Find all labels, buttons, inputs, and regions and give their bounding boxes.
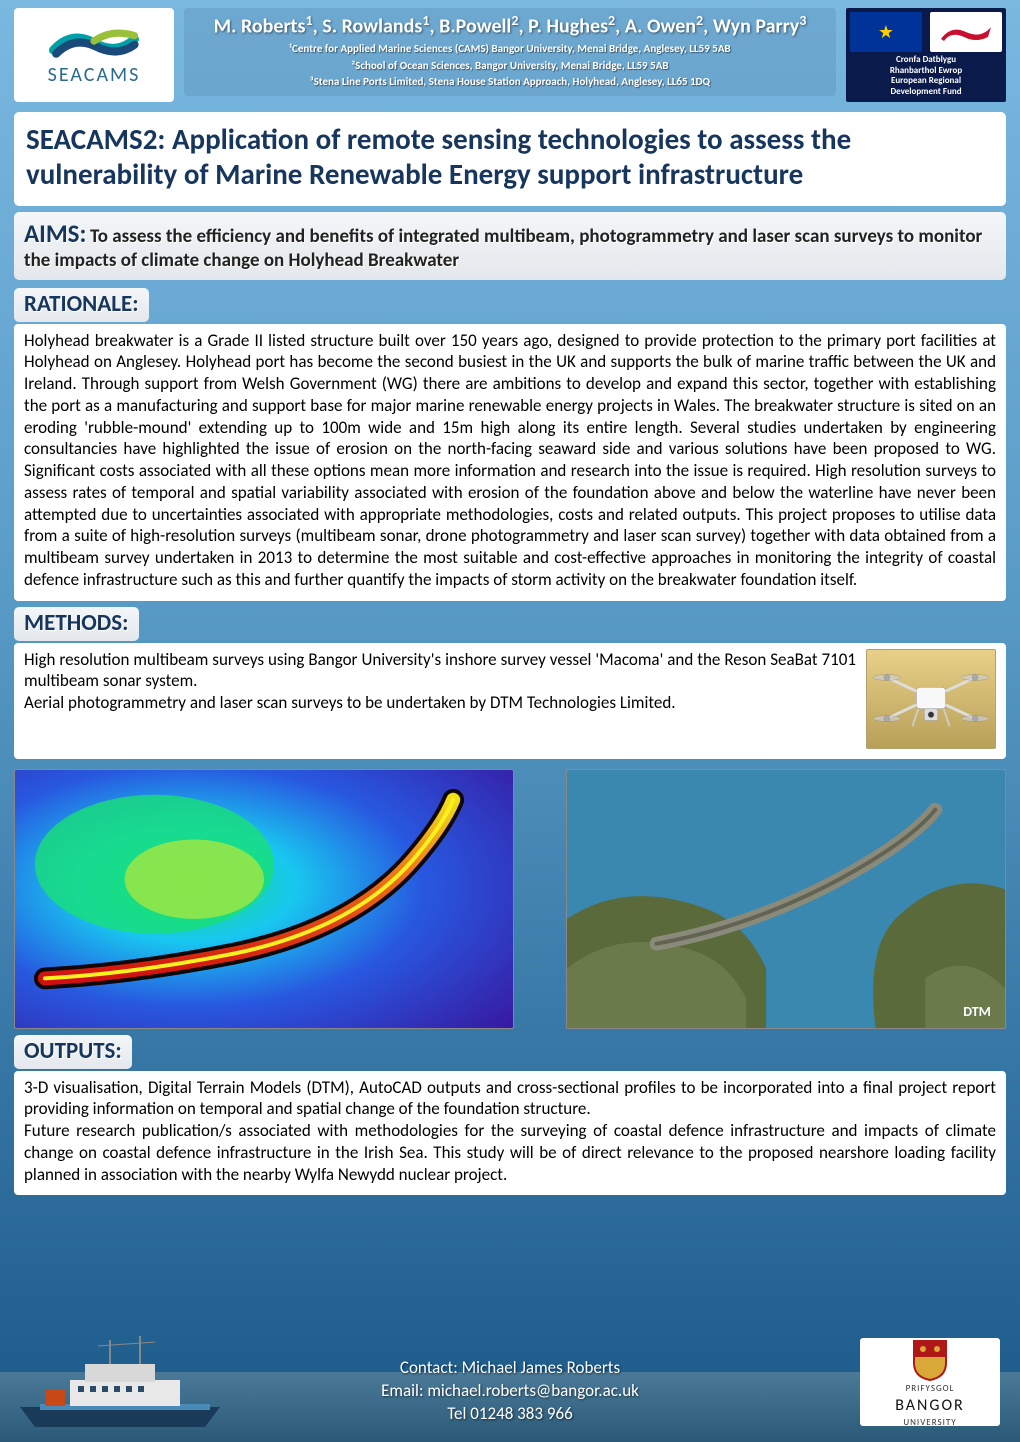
funder-line-1: Cronfa Datblygu — [850, 55, 1002, 66]
funder-flags: ★ — [850, 12, 1002, 52]
bangor-big: BANGOR — [895, 1396, 965, 1415]
authors-list: M. Roberts1, S. Rowlands1, B.Powell2, P.… — [194, 12, 826, 40]
header-row: SEACAMS M. Roberts1, S. Rowlands1, B.Pow… — [0, 0, 1020, 106]
contact-email: Email: michael.roberts@bangor.ac.uk — [381, 1380, 639, 1403]
methods-section: METHODS: High resolution multibeam surve… — [14, 607, 1006, 759]
affiliation-1: ¹Centre for Applied Marine Sciences (CAM… — [194, 42, 826, 57]
outputs-body: 3-D visualisation, Digital Terrain Model… — [14, 1071, 1006, 1196]
ship-image — [10, 1332, 230, 1432]
outputs-label: OUTPUTS: — [24, 1037, 122, 1065]
outputs-section: OUTPUTS: 3-D visualisation, Digital Terr… — [14, 1035, 1006, 1196]
aims-panel: AIMS: To assess the efficiency and benef… — [14, 212, 1006, 280]
welsh-gov-flag-icon — [930, 12, 1002, 52]
rationale-label: RATIONALE: — [24, 290, 139, 318]
figures-row: DTM — [14, 769, 1006, 1029]
rationale-body: Holyhead breakwater is a Grade II listed… — [14, 324, 1006, 601]
figure-aerial: DTM — [566, 769, 1006, 1029]
authors-panel: M. Roberts1, S. Rowlands1, B.Powell2, P.… — [184, 8, 836, 96]
affiliation-3: ³Stena Line Ports Limited, Stena House S… — [194, 75, 826, 90]
figure-bathymetry — [14, 769, 514, 1029]
eu-flag-icon: ★ — [850, 12, 922, 52]
seacams-logo: SEACAMS — [14, 8, 174, 102]
seacams-wave-icon — [49, 23, 139, 61]
seacams-logo-text: SEACAMS — [48, 63, 141, 87]
rationale-section: RATIONALE: Holyhead breakwater is a Grad… — [14, 288, 1006, 601]
funder-line-4: Development Fund — [850, 87, 1002, 98]
methods-body: High resolution multibeam surveys using … — [14, 643, 1006, 759]
figure-right-label: DTM — [963, 1003, 991, 1020]
aims-text: To assess the efficiency and benefits of… — [24, 225, 982, 272]
poster-title: SEACAMS2: Application of remote sensing … — [26, 122, 994, 192]
bangor-small-2: UNIVERSITY — [903, 1417, 956, 1428]
bangor-small-1: PRIFYSGOL — [906, 1383, 955, 1394]
rationale-heading-panel: RATIONALE: — [14, 288, 149, 322]
contact-block: Contact: Michael James Roberts Email: mi… — [381, 1357, 639, 1426]
contact-name: Contact: Michael James Roberts — [381, 1357, 639, 1380]
bangor-logo: PRIFYSGOL BANGOR UNIVERSITY — [860, 1338, 1000, 1426]
footer: Contact: Michael James Roberts Email: mi… — [0, 1322, 1020, 1442]
drone-image — [866, 649, 996, 749]
outputs-heading-panel: OUTPUTS: — [14, 1035, 132, 1069]
methods-label: METHODS: — [24, 609, 129, 637]
funder-text: Cronfa Datblygu Rhanbarthol Ewrop Europe… — [850, 55, 1002, 98]
bangor-crest-icon — [910, 1337, 950, 1381]
affiliation-2: ²School of Ocean Sciences, Bangor Univer… — [194, 59, 826, 74]
aims-label: AIMS: — [24, 218, 86, 249]
methods-heading-panel: METHODS: — [14, 607, 139, 641]
funder-panel: ★ Cronfa Datblygu Rhanbarthol Ewrop Euro… — [846, 8, 1006, 102]
contact-tel: Tel 01248 383 966 — [381, 1403, 639, 1426]
title-panel: SEACAMS2: Application of remote sensing … — [14, 112, 1006, 206]
methods-text: High resolution multibeam surveys using … — [24, 649, 856, 714]
